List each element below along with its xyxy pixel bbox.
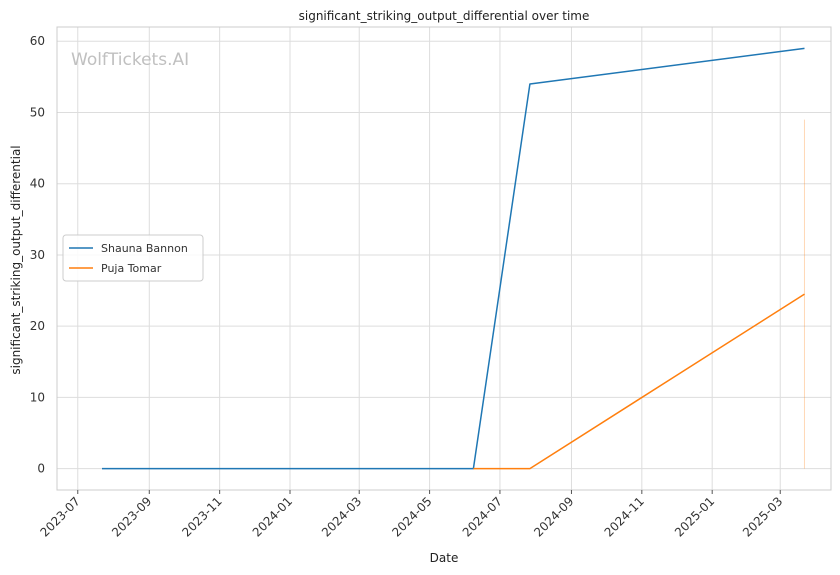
- x-tick-label: 2024-11: [602, 494, 647, 539]
- y-tick-label: 30: [30, 248, 45, 262]
- x-tick-label: 2024-03: [319, 494, 364, 539]
- y-tick-label: 50: [30, 105, 45, 119]
- x-tick-label: 2024-01: [250, 494, 295, 539]
- watermark: WolfTickets.AI: [71, 50, 189, 70]
- chart-title: significant_striking_output_differential…: [299, 9, 590, 23]
- x-tick-label: 2023-07: [38, 494, 83, 539]
- x-tick-label: 2025-03: [740, 494, 785, 539]
- y-tick-label: 0: [37, 462, 45, 476]
- plot-frame: [56, 26, 832, 491]
- x-tick-label: 2023-09: [109, 494, 154, 539]
- legend: Shauna Bannon Puja Tomar: [62, 234, 204, 282]
- x-axis-ticks: 2023-07 2023-09 2023-11 2024-01 2024-03 2024-…: [38, 490, 785, 540]
- series-line-shauna-bannon: [102, 47, 805, 470]
- y-tick-label: 60: [30, 34, 45, 48]
- x-tick-label: 2024-09: [531, 494, 576, 539]
- legend-label-shauna-bannon: Shauna Bannon: [101, 242, 188, 255]
- series-lines: [102, 47, 805, 470]
- x-tick-label: 2023-11: [179, 494, 224, 539]
- x-axis-title: Date: [430, 551, 459, 565]
- y-tick-label: 10: [30, 390, 45, 404]
- legend-box: [62, 234, 204, 282]
- y-tick-label: 20: [30, 319, 45, 333]
- series-line-puja-tomar: [473, 293, 805, 470]
- x-tick-label: 2024-05: [389, 494, 434, 539]
- legend-label-puja-tomar: Puja Tomar: [101, 262, 162, 275]
- y-axis-title: significant_striking_output_differential: [9, 145, 23, 374]
- x-tick-label: 2024-07: [460, 494, 505, 539]
- x-tick-label: 2025-01: [672, 494, 717, 539]
- y-axis-ticks: 0 10 20 30 40 50 60: [30, 34, 45, 475]
- grid: [57, 27, 831, 490]
- y-tick-label: 40: [30, 177, 45, 191]
